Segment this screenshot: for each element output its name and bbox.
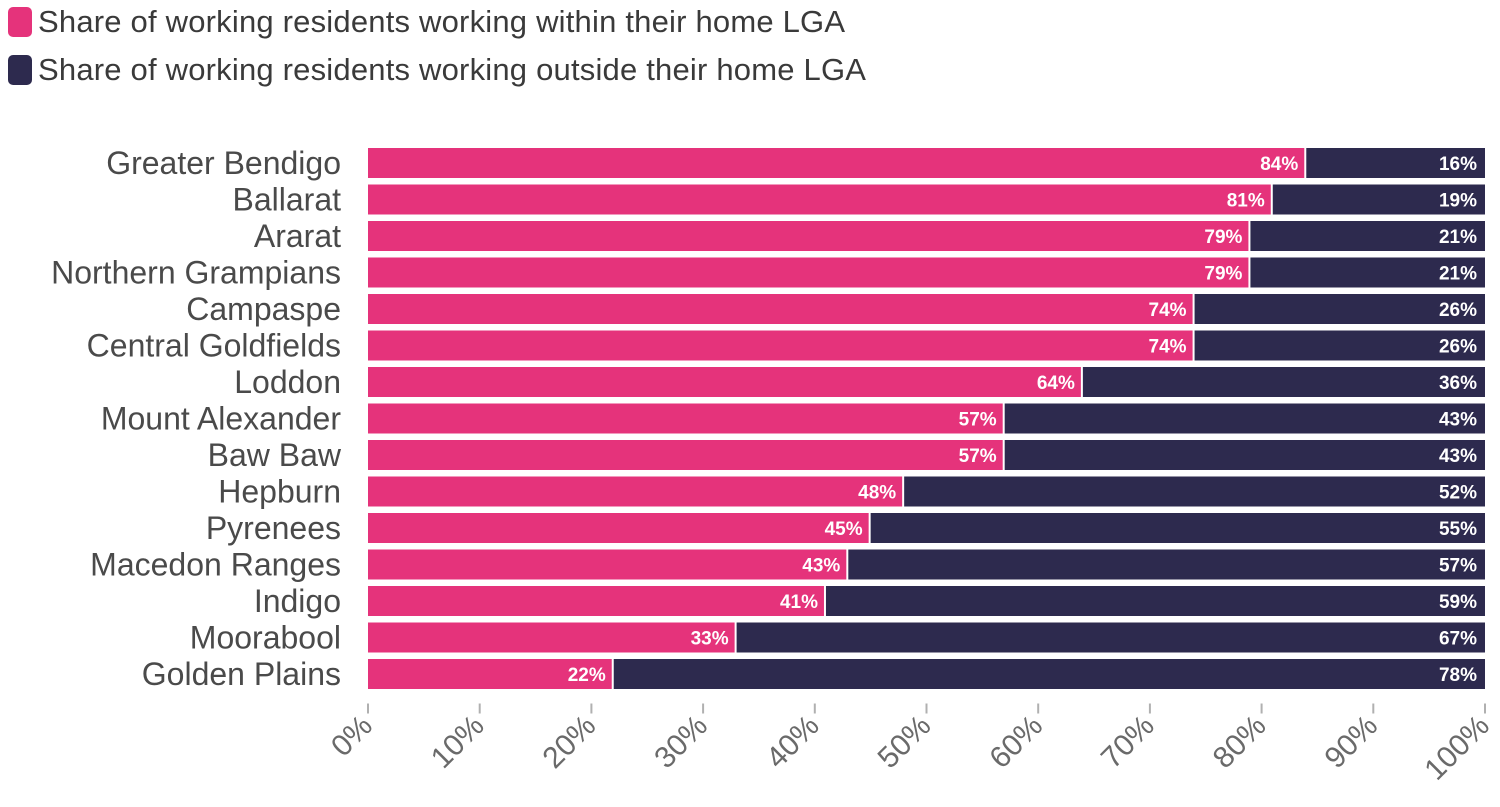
bar-outside-pyrenees <box>870 513 1485 543</box>
category-label-mount-alexander: Mount Alexander <box>101 401 342 437</box>
category-label-loddon: Loddon <box>234 364 341 400</box>
bar-outside-ararat <box>1250 221 1485 251</box>
bar-within-macedon-ranges <box>368 549 847 580</box>
x-tick-label-1: 10% <box>425 709 491 775</box>
data-label-within-golden-plains: 22% <box>568 665 606 686</box>
data-label-within-macedon-ranges: 43% <box>802 556 840 577</box>
bar-outside-ballarat <box>1272 184 1485 215</box>
legend-item-outside[interactable]: Share of working residents working outsi… <box>8 52 866 88</box>
data-label-outside-northern-grampians: 21% <box>1439 264 1477 285</box>
bar-within-indigo <box>368 586 824 616</box>
x-tick-label-0: 0% <box>325 709 379 763</box>
data-label-within-greater-bendigo: 84% <box>1260 154 1298 175</box>
data-label-within-indigo: 41% <box>780 592 818 613</box>
category-label-moorabool: Moorabool <box>190 620 341 656</box>
bar-within-golden-plains <box>368 659 612 689</box>
x-tick-label-8: 80% <box>1207 709 1273 775</box>
bar-outside-mount-alexander <box>1004 403 1485 434</box>
category-label-golden-plains: Golden Plains <box>142 656 341 692</box>
data-label-outside-ararat: 21% <box>1439 227 1477 248</box>
category-label-macedon-ranges: Macedon Ranges <box>90 547 341 583</box>
data-label-within-northern-grampians: 79% <box>1204 264 1242 285</box>
data-label-within-mount-alexander: 57% <box>959 410 997 431</box>
data-label-within-pyrenees: 45% <box>825 519 863 540</box>
data-label-within-central-goldfields: 74% <box>1149 337 1187 358</box>
bar-outside-central-goldfields <box>1194 330 1485 361</box>
data-label-outside-greater-bendigo: 16% <box>1439 154 1477 175</box>
legend: Share of working residents working withi… <box>8 4 866 100</box>
x-tick-label-4: 40% <box>760 709 826 775</box>
bar-within-ararat <box>368 221 1249 251</box>
x-tick-label-7: 70% <box>1095 709 1161 775</box>
bar-outside-indigo <box>825 586 1485 616</box>
data-label-within-campaspe: 74% <box>1149 300 1187 321</box>
data-label-outside-ballarat: 19% <box>1439 191 1477 212</box>
x-tick-label-6: 60% <box>983 709 1049 775</box>
data-label-within-baw-baw: 57% <box>959 446 997 467</box>
bar-outside-hepburn <box>904 476 1485 507</box>
category-label-indigo: Indigo <box>254 583 341 619</box>
data-label-outside-central-goldfields: 26% <box>1439 337 1477 358</box>
legend-label-within: Share of working residents working withi… <box>38 4 846 39</box>
x-tick-label-10: 100% <box>1418 709 1496 787</box>
bar-within-central-goldfields <box>368 330 1193 361</box>
data-label-outside-golden-plains: 78% <box>1439 665 1477 686</box>
bar-within-ballarat <box>368 184 1271 215</box>
bar-within-loddon <box>368 367 1081 397</box>
bar-within-northern-grampians <box>368 257 1249 288</box>
data-label-within-moorabool: 33% <box>691 629 729 650</box>
bar-within-moorabool <box>368 622 735 653</box>
bar-outside-macedon-ranges <box>848 549 1485 580</box>
bar-outside-baw-baw <box>1004 440 1485 470</box>
data-label-within-hepburn: 48% <box>858 483 896 504</box>
category-label-baw-baw: Baw Baw <box>208 437 342 473</box>
data-label-outside-macedon-ranges: 57% <box>1439 556 1477 577</box>
legend-swatch-outside <box>8 55 32 85</box>
data-label-outside-campaspe: 26% <box>1439 300 1477 321</box>
legend-item-within[interactable]: Share of working residents working withi… <box>8 4 866 40</box>
category-label-campaspe: Campaspe <box>186 291 341 327</box>
legend-label-outside: Share of working residents working outsi… <box>38 52 867 87</box>
bar-outside-greater-bendigo <box>1306 148 1485 178</box>
data-label-outside-pyrenees: 55% <box>1439 519 1477 540</box>
category-label-pyrenees: Pyrenees <box>206 510 341 546</box>
category-label-northern-grampians: Northern Grampians <box>51 255 341 291</box>
bar-within-hepburn <box>368 476 903 507</box>
category-label-central-goldfields: Central Goldfields <box>87 328 341 364</box>
bar-within-greater-bendigo <box>368 148 1305 178</box>
bar-outside-golden-plains <box>613 659 1485 689</box>
data-label-outside-indigo: 59% <box>1439 592 1477 613</box>
category-label-ararat: Ararat <box>254 218 341 254</box>
category-label-hepburn: Hepburn <box>218 474 341 510</box>
data-label-outside-mount-alexander: 43% <box>1439 410 1477 431</box>
bar-outside-loddon <box>1082 367 1485 397</box>
bar-outside-campaspe <box>1194 294 1485 324</box>
data-label-outside-moorabool: 67% <box>1439 629 1477 650</box>
data-label-within-ararat: 79% <box>1204 227 1242 248</box>
bar-outside-moorabool <box>736 622 1485 653</box>
x-tick-label-5: 50% <box>872 709 938 775</box>
bar-within-mount-alexander <box>368 403 1003 434</box>
bar-outside-northern-grampians <box>1250 257 1485 288</box>
data-label-within-ballarat: 81% <box>1227 191 1265 212</box>
data-label-outside-loddon: 36% <box>1439 373 1477 394</box>
category-label-ballarat: Ballarat <box>233 182 342 218</box>
x-tick-label-3: 30% <box>648 709 714 775</box>
data-label-within-loddon: 64% <box>1037 373 1075 394</box>
legend-swatch-within <box>8 7 32 37</box>
x-tick-label-9: 90% <box>1318 709 1384 775</box>
data-label-outside-baw-baw: 43% <box>1439 446 1477 467</box>
bar-within-baw-baw <box>368 440 1003 470</box>
bar-within-campaspe <box>368 294 1193 324</box>
category-label-greater-bendigo: Greater Bendigo <box>106 145 341 181</box>
bar-within-pyrenees <box>368 513 869 543</box>
data-label-outside-hepburn: 52% <box>1439 483 1477 504</box>
x-tick-label-2: 20% <box>537 709 603 775</box>
